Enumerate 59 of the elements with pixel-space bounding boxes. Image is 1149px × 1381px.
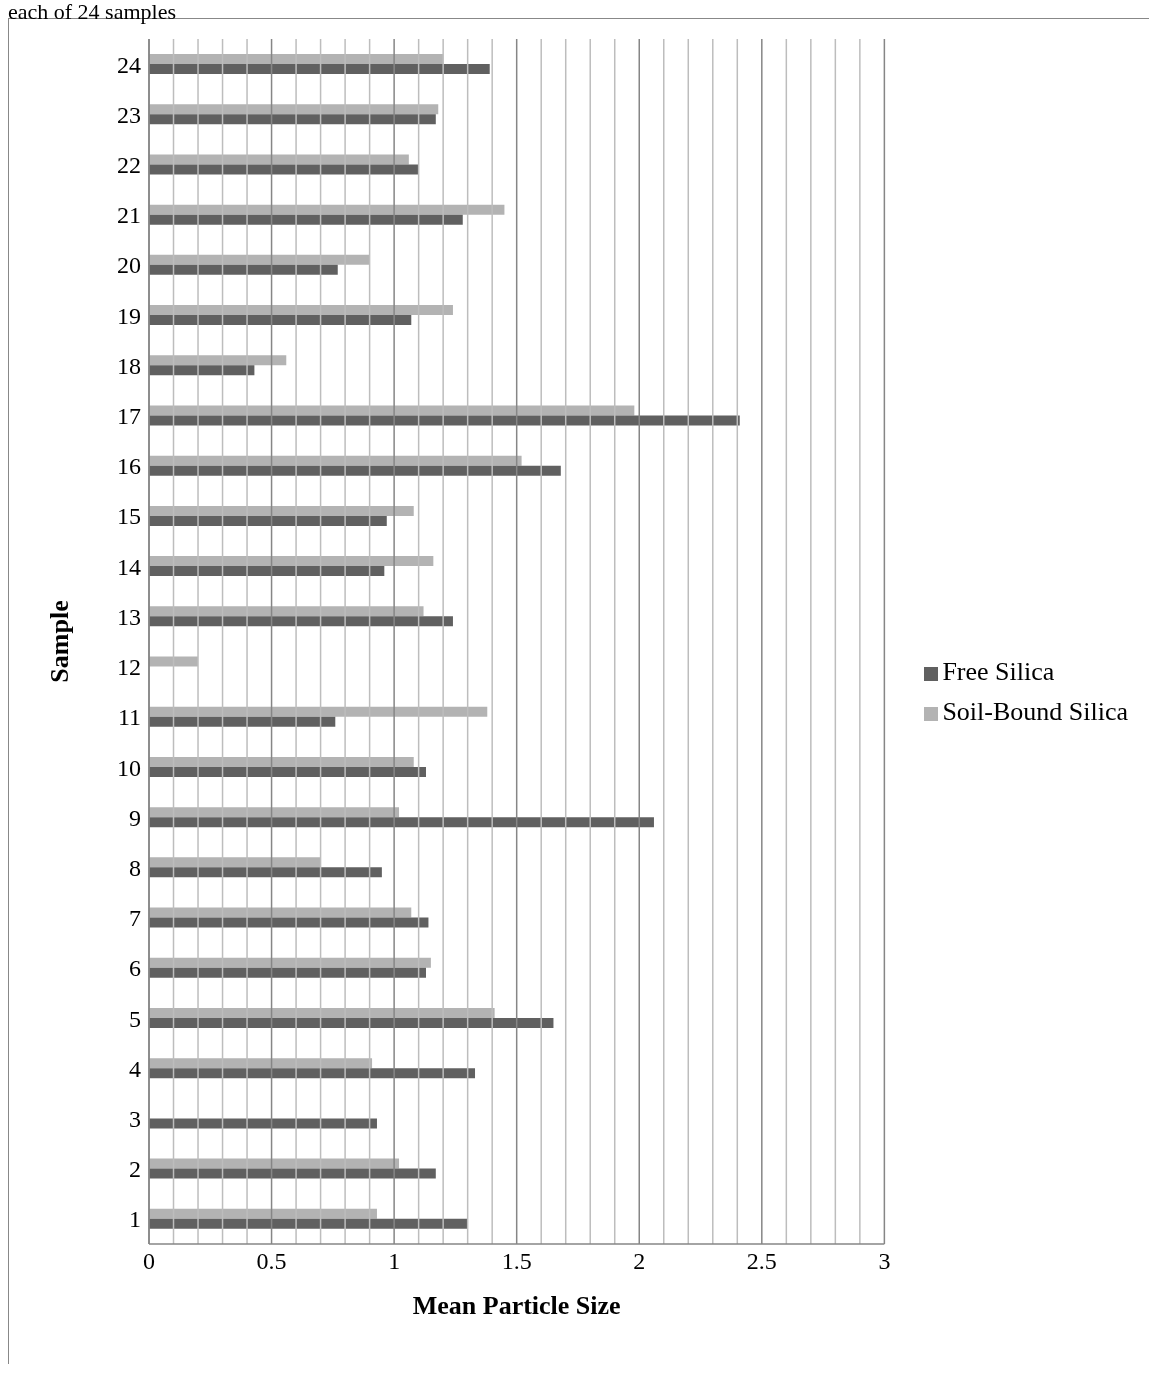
y-tick-label: 8 (129, 854, 141, 881)
x-tick-label: 3 (878, 1248, 891, 1275)
y-tick-label: 7 (129, 905, 141, 932)
y-tick-label: 20 (117, 252, 141, 279)
bar (149, 1118, 377, 1129)
y-tick-label: 19 (117, 302, 141, 329)
y-tick-label: 11 (117, 704, 141, 731)
bar (149, 515, 387, 526)
bar (149, 967, 426, 978)
y-tick-label: 10 (117, 754, 141, 781)
y-tick-label: 5 (129, 1005, 141, 1032)
bar (149, 415, 740, 426)
y-tick-label: 24 (117, 51, 141, 78)
bar (149, 867, 382, 878)
legend-label: Soil-Bound Silica (942, 696, 1128, 726)
y-tick-label: 14 (117, 553, 141, 580)
bar (149, 566, 385, 577)
bar (149, 917, 429, 928)
bar (149, 766, 426, 777)
y-tick-label: 23 (117, 101, 141, 128)
bar (149, 1017, 554, 1028)
bar (149, 64, 490, 74)
x-tick-label: 2.5 (746, 1248, 777, 1275)
y-tick-label: 2 (129, 1156, 141, 1183)
y-tick-label: 18 (117, 352, 141, 379)
bar (149, 817, 654, 828)
text: each of 24 samples (8, 0, 177, 24)
bar (149, 315, 412, 326)
x-tick-label: 0.5 (256, 1248, 287, 1275)
y-tick-label: 21 (117, 202, 141, 229)
bar (149, 114, 436, 125)
y-tick-label: 9 (129, 804, 141, 831)
bar (149, 264, 338, 275)
y-tick-label: 16 (117, 453, 141, 480)
y-tick-label: 3 (129, 1106, 141, 1132)
x-tick-label: 0 (143, 1248, 155, 1275)
y-tick-label: 12 (117, 654, 141, 681)
bar (149, 1068, 476, 1079)
bar (149, 465, 561, 476)
x-axis-title: Mean Particle Size (412, 1291, 621, 1320)
bar (149, 214, 463, 225)
y-tick-label: 6 (129, 955, 141, 982)
y-tick-label: 17 (117, 403, 141, 430)
y-tick-label: 13 (117, 603, 141, 630)
bar (149, 716, 336, 727)
x-tick-label: 1 (388, 1248, 401, 1275)
bar (149, 1168, 436, 1179)
x-tick-label: 1.5 (501, 1248, 532, 1275)
bar (149, 616, 453, 627)
y-axis-title: Sample (45, 600, 75, 683)
x-tick-label: 2 (633, 1248, 646, 1275)
legend-label: Free Silica (942, 656, 1055, 686)
bar (149, 365, 255, 376)
y-tick-label: 15 (117, 503, 141, 530)
y-tick-label: 4 (129, 1055, 141, 1082)
bar (149, 164, 419, 175)
bar (149, 1218, 468, 1229)
y-tick-label: 1 (129, 1206, 141, 1233)
y-tick-label: 22 (117, 152, 141, 179)
